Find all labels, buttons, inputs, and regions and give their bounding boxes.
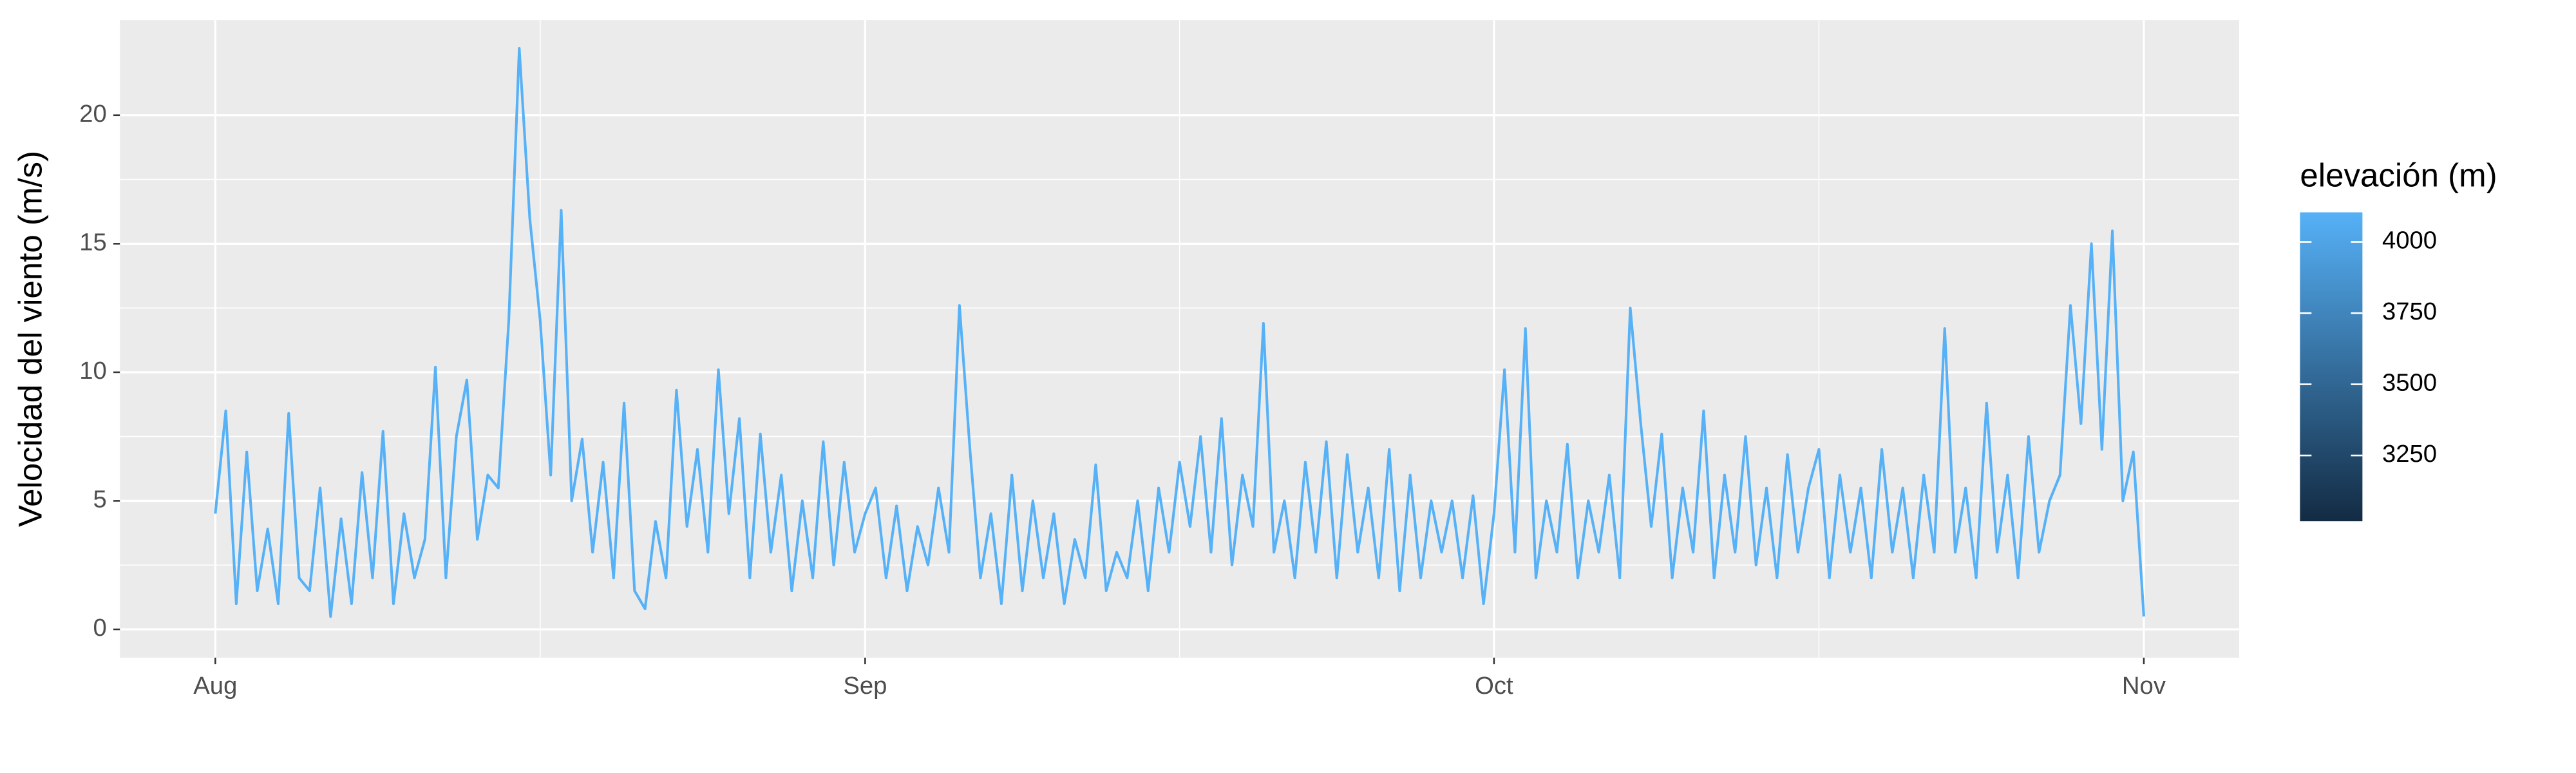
y-tick-label: 10 bbox=[79, 357, 107, 385]
x-tick-label: Sep bbox=[843, 672, 887, 700]
x-tick-label: Nov bbox=[2122, 672, 2166, 700]
y-tick-label: 0 bbox=[93, 614, 107, 642]
y-tick-label: 5 bbox=[93, 486, 107, 513]
x-tick-label: Oct bbox=[1475, 672, 1513, 700]
legend-title: elevación (m) bbox=[2300, 157, 2497, 194]
legend-tick-label: 3750 bbox=[2382, 298, 2437, 325]
y-tick-label: 15 bbox=[79, 228, 107, 256]
colorbar bbox=[2300, 212, 2363, 522]
x-tick-label: Aug bbox=[193, 672, 237, 700]
data-line bbox=[214, 46, 2145, 618]
legend-tick-label: 3500 bbox=[2382, 369, 2437, 397]
y-tick-label: 20 bbox=[79, 100, 107, 128]
legend-tick-label: 4000 bbox=[2382, 227, 2437, 254]
y-axis-title: Velocidad del viento (m/s) bbox=[12, 151, 49, 527]
legend-tick-label: 3250 bbox=[2382, 440, 2437, 468]
